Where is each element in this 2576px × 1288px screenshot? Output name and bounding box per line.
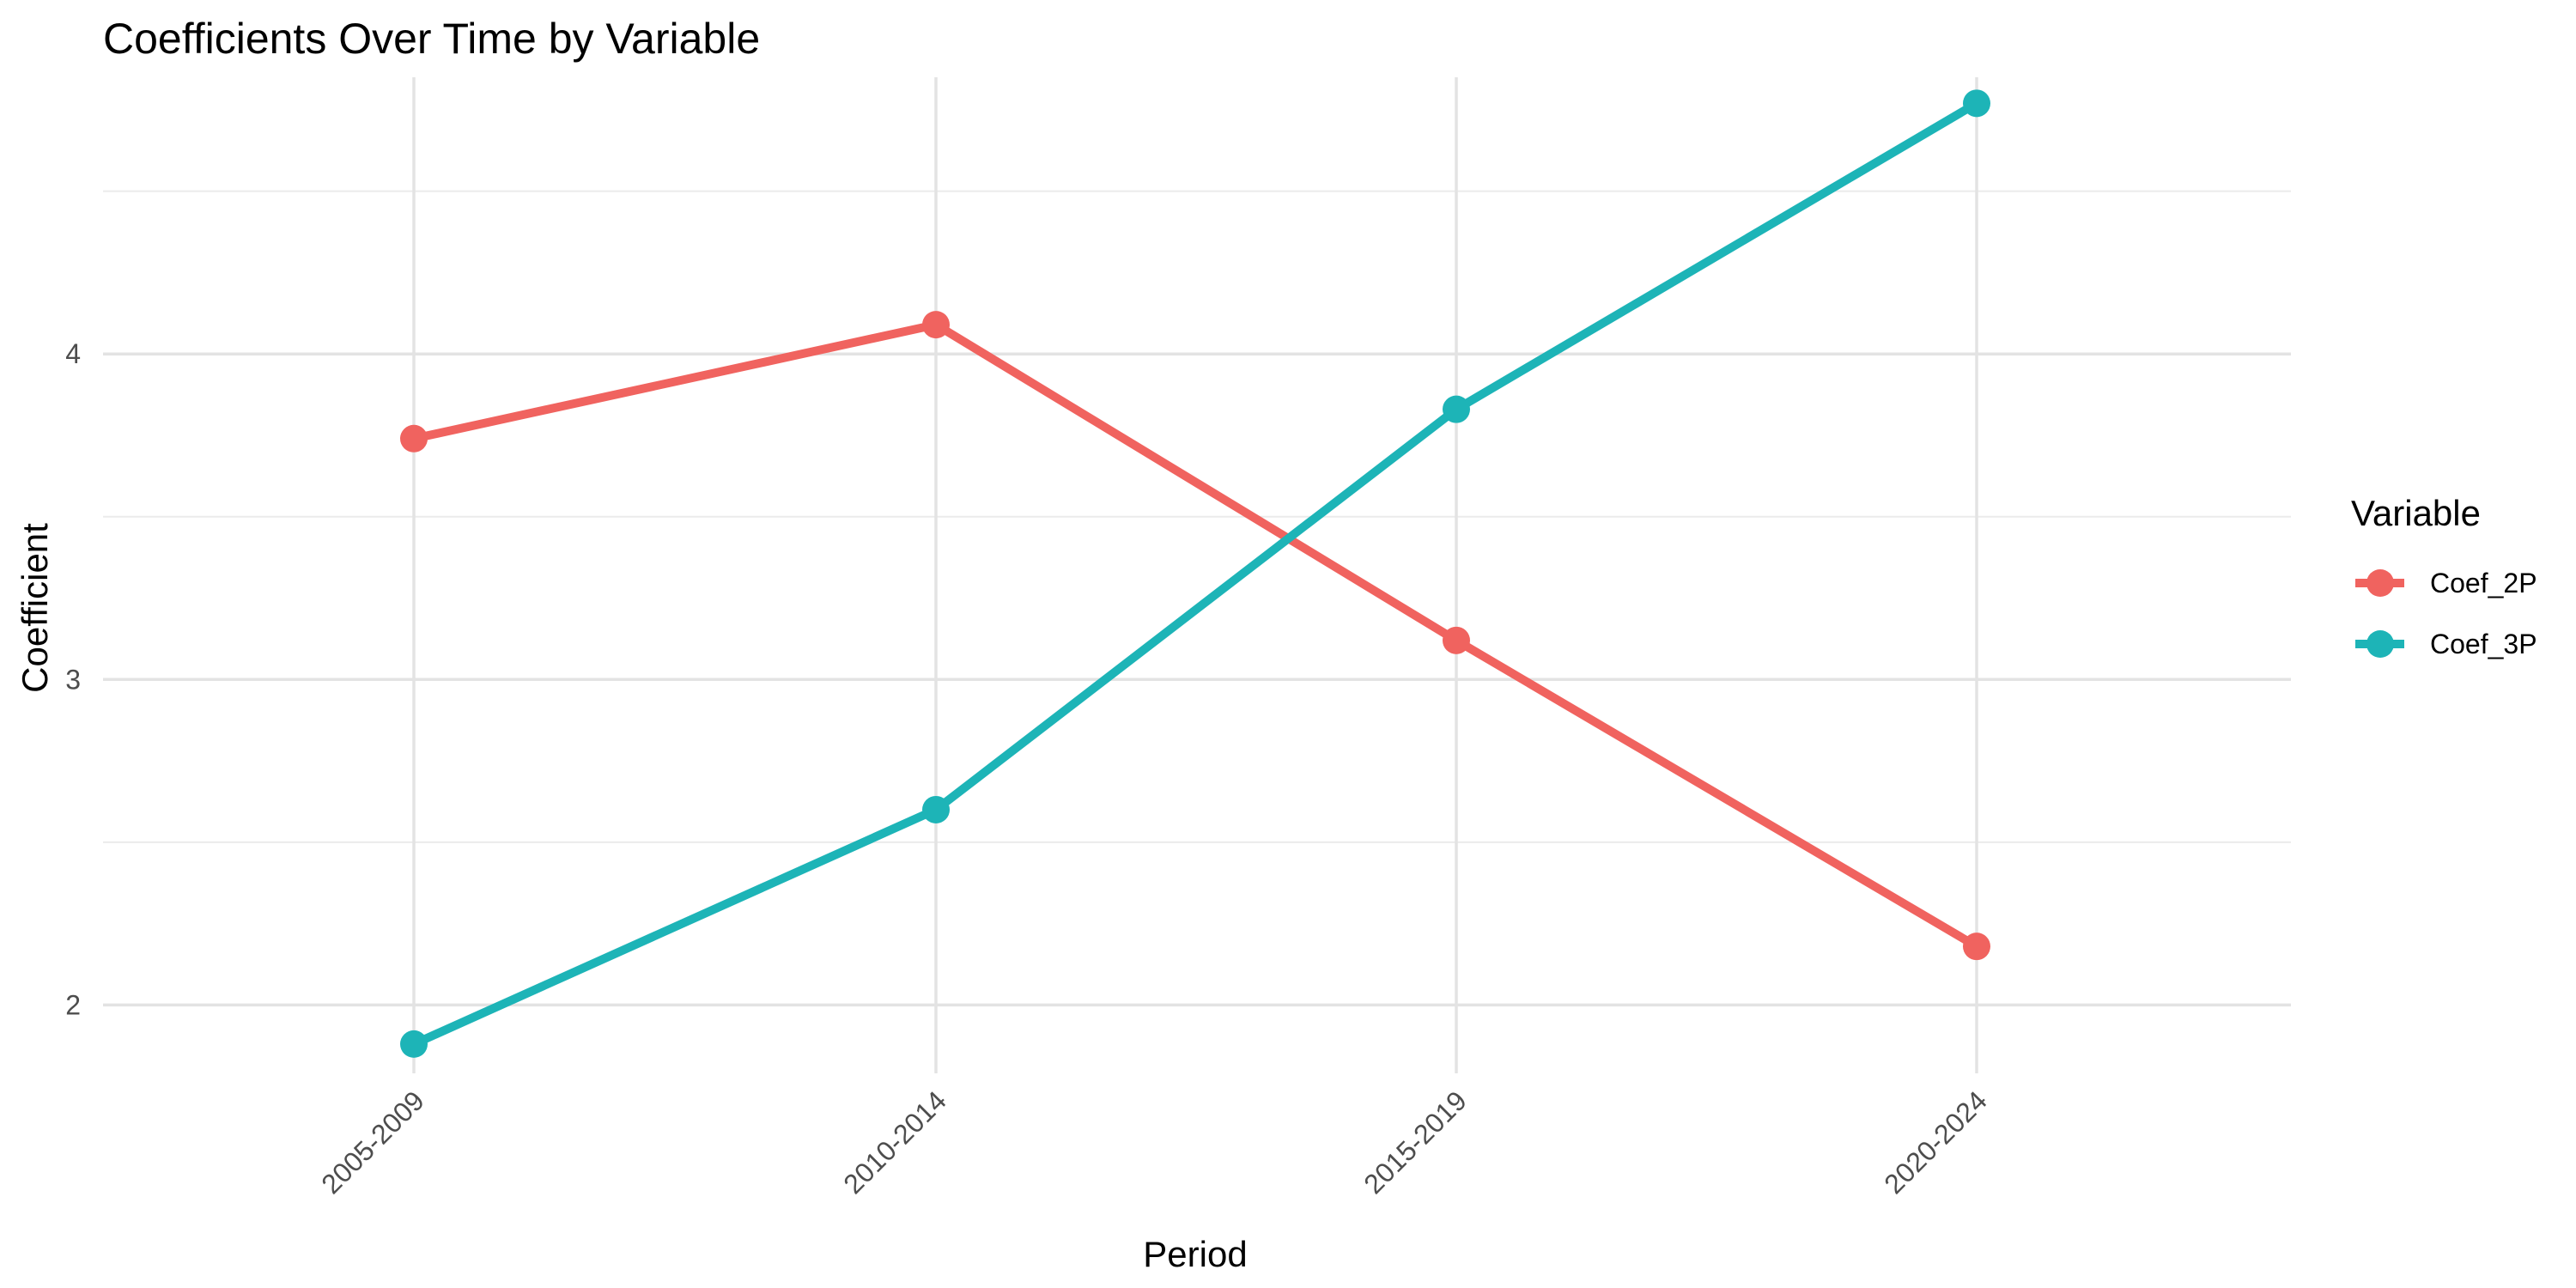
chart-title: Coefficients Over Time by Variable: [103, 15, 760, 63]
data-point-coef_3p: [1443, 395, 1470, 423]
minor-gridlines: [103, 190, 2291, 843]
legend-key-point: [2366, 569, 2394, 597]
data-point-coef_3p: [1963, 89, 1990, 118]
data-point-coef_2p: [400, 424, 428, 453]
data-point-coef_3p: [922, 795, 950, 823]
series-layer: [400, 89, 1990, 1058]
y-axis-title: Coefficient: [15, 523, 55, 693]
y-axis-ticks: 2 3 4: [65, 338, 81, 1020]
series-line-coef_3p: [411, 100, 1979, 1048]
y-tick-label: 4: [65, 338, 81, 369]
legend-title: Variable: [2351, 493, 2481, 533]
data-point-coef_2p: [1963, 933, 1990, 961]
data-point-coef_2p: [922, 311, 950, 339]
legend-label: Coef_2P: [2430, 568, 2537, 598]
data-point-coef_2p: [1443, 626, 1470, 654]
legend-key-coef_2p: [2355, 569, 2404, 597]
major-gridlines: [103, 77, 2291, 1073]
legend-key-point: [2366, 630, 2394, 658]
y-tick-label: 3: [65, 664, 81, 695]
legend: Variable Coef_2P Coef_3P: [2351, 493, 2537, 659]
x-axis-title: Period: [1143, 1234, 1247, 1274]
data-point-coef_3p: [400, 1030, 428, 1058]
legend-label: Coef_3P: [2430, 629, 2537, 659]
series-line-coef_2p: [412, 320, 1979, 951]
y-tick-label: 2: [65, 989, 81, 1020]
legend-key-coef_3p: [2355, 630, 2404, 658]
